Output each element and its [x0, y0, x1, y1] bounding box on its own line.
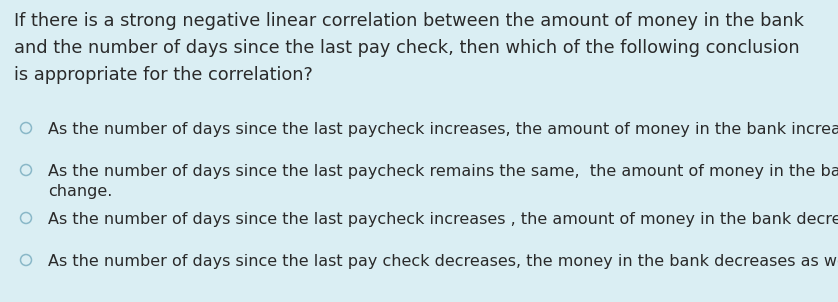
Text: As the number of days since the last paycheck increases , the amount of money in: As the number of days since the last pay…: [48, 212, 838, 227]
Text: As the number of days since the last paycheck remains the same,  the amount of m: As the number of days since the last pay…: [48, 164, 838, 199]
Text: As the number of days since the last pay check decreases, the money in the bank : As the number of days since the last pay…: [48, 254, 838, 269]
Text: and the number of days since the last pay check, then which of the following con: and the number of days since the last pa…: [14, 39, 799, 57]
Text: As the number of days since the last paycheck increases, the amount of money in : As the number of days since the last pay…: [48, 122, 838, 137]
Text: is appropriate for the correlation?: is appropriate for the correlation?: [14, 66, 313, 84]
Text: If there is a strong negative linear correlation between the amount of money in : If there is a strong negative linear cor…: [14, 12, 804, 30]
